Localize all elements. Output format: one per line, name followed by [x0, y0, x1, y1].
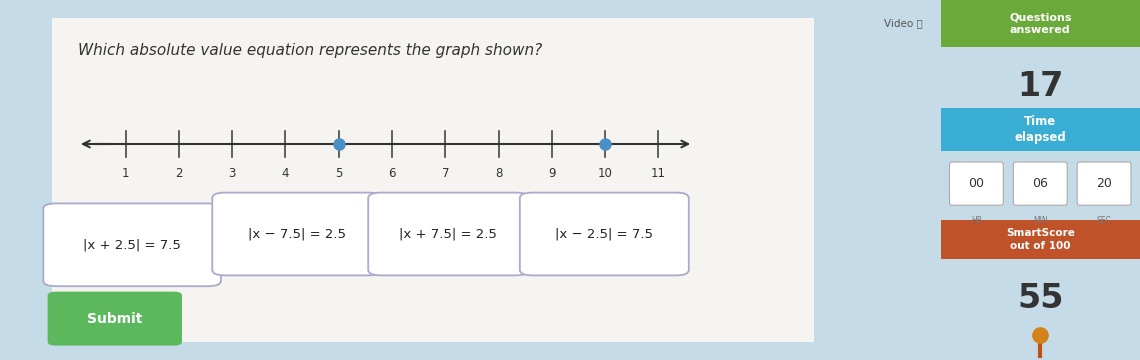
Text: 7: 7	[441, 167, 449, 180]
Text: 4: 4	[282, 167, 290, 180]
Text: 5: 5	[335, 167, 342, 180]
Text: |x + 7.5| = 2.5: |x + 7.5| = 2.5	[399, 228, 497, 240]
Text: 9: 9	[548, 167, 555, 180]
Text: 11: 11	[651, 167, 666, 180]
FancyBboxPatch shape	[1013, 162, 1067, 205]
Text: Time
elapsed: Time elapsed	[1015, 115, 1066, 144]
Text: SmartScore
out of 100: SmartScore out of 100	[1005, 228, 1075, 251]
Text: SEC: SEC	[1097, 216, 1112, 225]
FancyBboxPatch shape	[940, 0, 1140, 47]
FancyBboxPatch shape	[520, 193, 689, 275]
FancyBboxPatch shape	[940, 220, 1140, 259]
Text: 10: 10	[597, 167, 612, 180]
Text: 3: 3	[228, 167, 236, 180]
FancyBboxPatch shape	[368, 193, 529, 275]
Text: Questions
answered: Questions answered	[1009, 12, 1072, 35]
Text: MIN: MIN	[1033, 216, 1048, 225]
Text: 17: 17	[1017, 70, 1064, 103]
FancyBboxPatch shape	[1077, 162, 1131, 205]
Text: 06: 06	[1033, 177, 1048, 190]
Text: 6: 6	[389, 167, 396, 180]
Text: 8: 8	[495, 167, 503, 180]
FancyBboxPatch shape	[52, 18, 814, 342]
Text: 20: 20	[1097, 177, 1112, 190]
FancyBboxPatch shape	[940, 108, 1140, 151]
FancyBboxPatch shape	[48, 292, 182, 346]
Text: |x − 7.5| = 2.5: |x − 7.5| = 2.5	[247, 228, 345, 240]
FancyBboxPatch shape	[950, 162, 1003, 205]
Text: Video Ⓓ: Video Ⓓ	[885, 18, 922, 28]
Text: Submit: Submit	[87, 312, 142, 325]
Text: 2: 2	[176, 167, 182, 180]
Text: 00: 00	[968, 177, 985, 190]
Text: HR: HR	[971, 216, 982, 225]
Text: Which absolute value equation represents the graph shown?: Which absolute value equation represents…	[78, 43, 543, 58]
Text: |x − 2.5| = 7.5: |x − 2.5| = 7.5	[555, 228, 653, 240]
Text: 1: 1	[122, 167, 129, 180]
Text: 55: 55	[1017, 282, 1064, 315]
Text: |x + 2.5| = 7.5: |x + 2.5| = 7.5	[83, 238, 181, 251]
FancyBboxPatch shape	[212, 193, 381, 275]
FancyBboxPatch shape	[43, 203, 221, 286]
